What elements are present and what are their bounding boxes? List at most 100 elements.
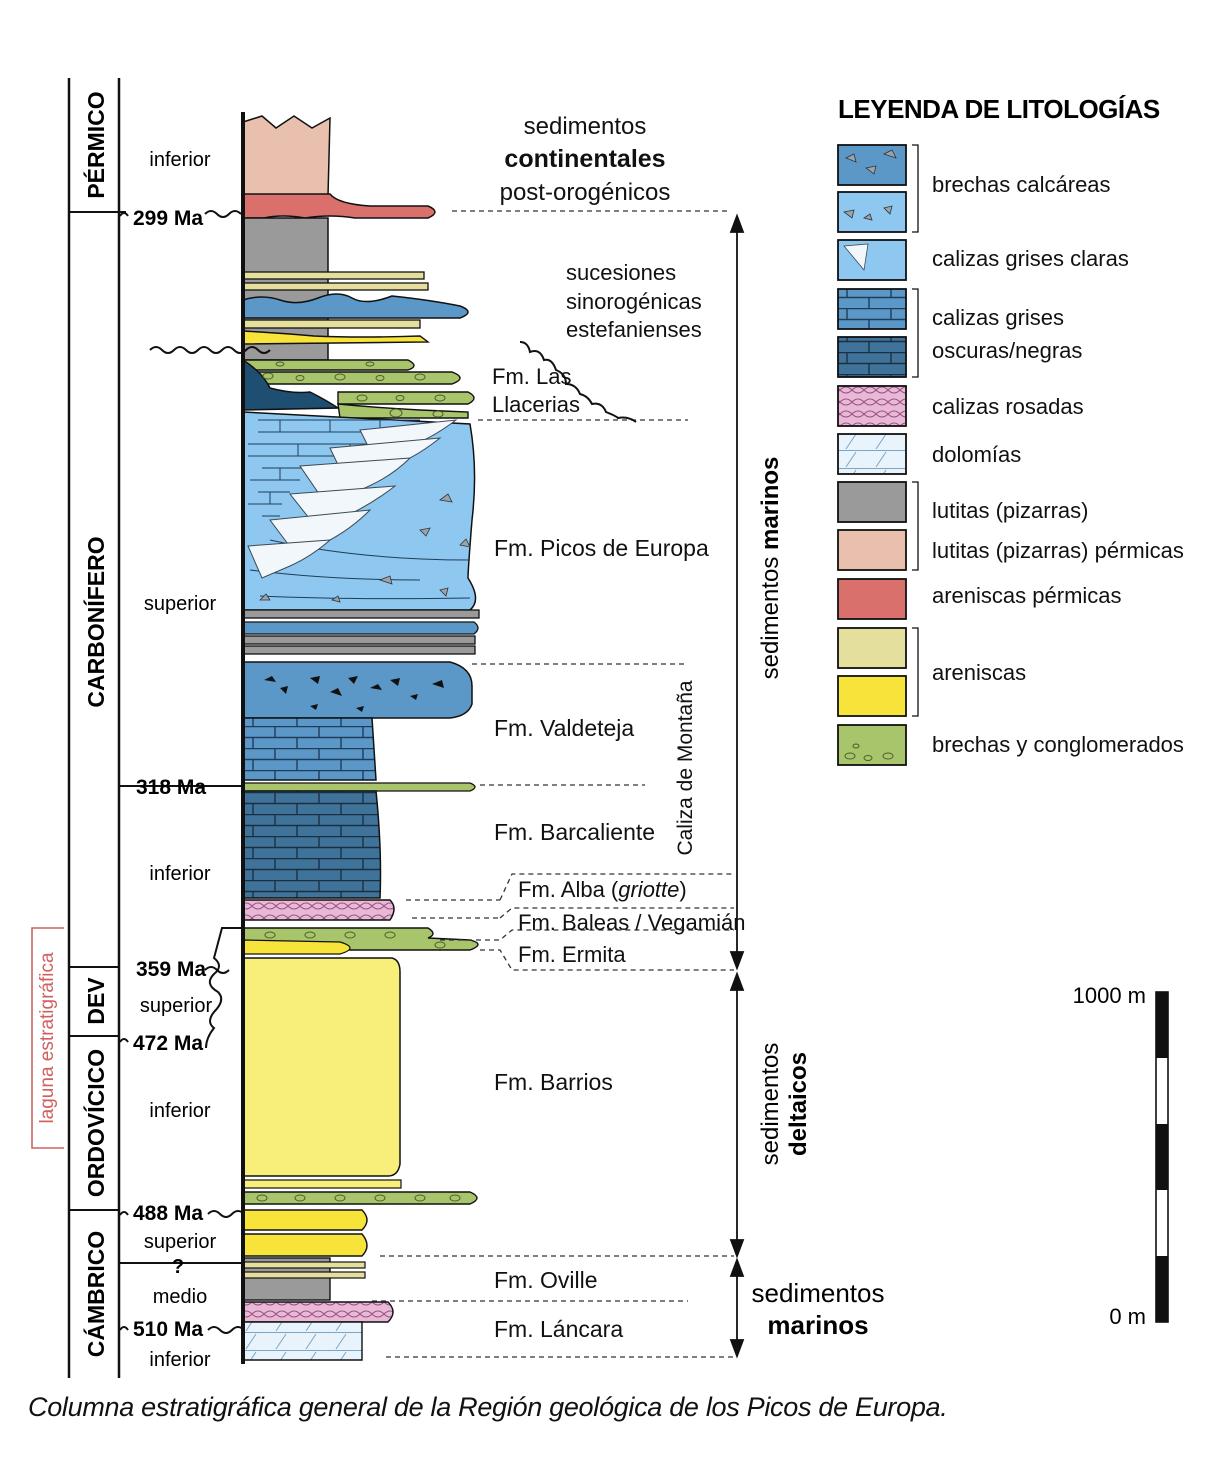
period-dev: DEV <box>83 977 109 1025</box>
layer-lancara-pink <box>242 1301 394 1323</box>
fm-alba: Fm. Alba (griotte) <box>518 877 687 902</box>
epoch-carb-inferior: inferior <box>149 863 210 885</box>
note-continental-2: continentales <box>504 145 665 173</box>
layer-sandstone-thin-1 <box>242 271 425 280</box>
legend-labels: brechas calcáreas calizas grises claras … <box>932 172 1184 757</box>
legend-dolomias: dolomías <box>932 442 1021 467</box>
swatch-caliza-gris <box>837 288 907 330</box>
sediment-group-arrows <box>729 213 745 1359</box>
lithology-column <box>241 112 480 1364</box>
layer-valdeteja-conglomerate <box>242 782 476 792</box>
layer-llacerias-conglomerate-3 <box>337 391 475 405</box>
valdeteja-black-clasts <box>264 676 444 712</box>
layer-llacerias-dark-limestone <box>242 358 341 411</box>
note-sino-1: sucesiones <box>566 260 676 285</box>
scale-bar: 1000 m 0 m <box>1073 983 1169 1329</box>
age-318: 318 Ma <box>136 776 206 799</box>
legend-brechas-conglomerados: brechas y conglomerados <box>932 732 1184 757</box>
age-472: 472 Ma <box>133 1032 203 1055</box>
legend-calizas-oscuras-2: oscuras/negras <box>932 338 1082 363</box>
layer-valdeteja-lower <box>242 717 377 781</box>
layer-permian-shale <box>242 115 331 197</box>
picos-foresets <box>247 419 458 579</box>
group-deltaicos-2: deltaicos <box>785 1052 812 1156</box>
period-permico: PÉRMICO <box>82 91 109 198</box>
legend-areniscas: areniscas <box>932 660 1026 685</box>
layer-lancara-dolomite <box>242 1321 363 1361</box>
unconformity-299-right <box>204 210 242 218</box>
legend-calizas-grises-claras: calizas grises claras <box>932 246 1129 271</box>
epoch-dev-superior: superior <box>140 995 213 1017</box>
period-cambrico: CÁMBRICO <box>82 1231 109 1358</box>
hiatus-label: laguna estratigráfica <box>37 952 58 1124</box>
layer-permian-sandstone <box>242 193 436 219</box>
fm-lancara: Fm. Láncara <box>494 1316 623 1342</box>
epoch-ord-inferior: inferior <box>149 1100 210 1122</box>
picos-bedding <box>248 419 471 600</box>
epoch-camb-superior: superior <box>144 1231 217 1253</box>
swatch-areniscas-amarillas <box>837 675 907 717</box>
period-carbonifero: CARBONÍFERO <box>82 536 109 707</box>
fm-las-llacerias-1: Fm. Las <box>492 364 571 389</box>
layer-oville-thin-2 <box>242 1271 366 1279</box>
legend-calizas-rosadas: calizas rosadas <box>932 394 1084 419</box>
note-continental-3: post-orogénicos <box>500 179 671 206</box>
fm-las-llacerias-2: Llacerias <box>492 392 580 417</box>
age-299: 299 Ma <box>133 207 203 230</box>
conglomerate-pebbles <box>262 361 446 418</box>
legend-title: LEYENDA DE LITOLOGÍAS <box>838 94 1160 124</box>
swatch-caliza-oscura <box>837 336 907 378</box>
layer-picos-shale-1 <box>242 609 480 619</box>
layer-picos-shale-2 <box>242 635 476 645</box>
legend-pebble-mark <box>844 743 894 761</box>
formation-labels: sedimentos continentales post-orogénicos… <box>492 113 745 1342</box>
chronostratigraphic-scale: PÉRMICO CARBONÍFERO DEV ORDOVÍCICO CÁMBR… <box>31 78 245 1378</box>
fm-barcaliente: Fm. Barcaliente <box>494 819 655 845</box>
layer-valdeteja-upper <box>242 661 473 719</box>
lithology-legend: LEYENDA DE LITOLOGÍAS <box>837 94 1184 766</box>
legend-foreset-mark <box>843 243 869 271</box>
layer-oville-thin-1 <box>242 1261 366 1269</box>
legend-areniscas-permicas: areniscas pérmicas <box>932 583 1122 608</box>
layer-ermita-sandstone <box>242 939 351 955</box>
layer-sandstone-thin-2 <box>242 282 429 291</box>
swatch-dolomia <box>837 433 907 475</box>
fm-ermita: Fm. Ermita <box>518 942 626 967</box>
unconformity-510-right <box>207 1326 245 1334</box>
figure-caption: Columna estratigráfica general de la Reg… <box>28 1392 948 1422</box>
epoch-question: ? <box>172 1256 184 1278</box>
swatch-caliza-rosada <box>837 385 907 427</box>
epoch-camb-medio: medio <box>153 1286 207 1308</box>
swatch-lutitas-permicas <box>837 529 907 571</box>
age-359: 359 Ma <box>136 958 206 981</box>
layer-llacerias-conglomerate-1 <box>242 359 415 371</box>
age-510: 510 Ma <box>133 1318 203 1341</box>
picos-breccia-clasts <box>259 493 471 603</box>
unconformity-299-left <box>119 212 129 217</box>
age-488: 488 Ma <box>133 1202 203 1225</box>
unconformity-488-right <box>207 1210 245 1218</box>
legend-swatches <box>837 144 907 766</box>
fm-baleas-vegamian: Fm. Baleas / Vegamián <box>518 910 745 935</box>
stephanian-wavy-right <box>519 341 637 423</box>
hiatus-curve <box>205 927 243 1049</box>
swatch-areniscas-palidas <box>837 627 907 669</box>
fm-barrios: Fm. Barrios <box>494 1069 613 1095</box>
fm-valdeteja: Fm. Valdeteja <box>494 715 634 741</box>
legend-calizas-oscuras-1: calizas grises <box>932 305 1064 330</box>
note-continental-1: sedimentos <box>524 113 647 140</box>
unconformity-488-left <box>119 1211 129 1216</box>
legend-swatch-marks <box>843 149 897 221</box>
layer-cambrian-sandstone-1 <box>242 1209 368 1231</box>
layer-sandstone-thin-3 <box>242 319 421 329</box>
legend-brechas-calcareas: brechas calcáreas <box>932 172 1111 197</box>
layer-picos-limestone-thin <box>242 621 479 635</box>
unconformity-472-left <box>119 1038 129 1043</box>
swatch-areniscas-permicas <box>837 578 907 620</box>
ordovician-pebbles <box>256 931 461 1202</box>
note-sino-3: estefanienses <box>566 317 702 342</box>
epoch-camb-inferior: inferior <box>149 1349 210 1371</box>
layer-llacerias-conglomerate-2 <box>242 371 461 385</box>
layer-cambrian-sandstone-2 <box>242 1233 368 1257</box>
